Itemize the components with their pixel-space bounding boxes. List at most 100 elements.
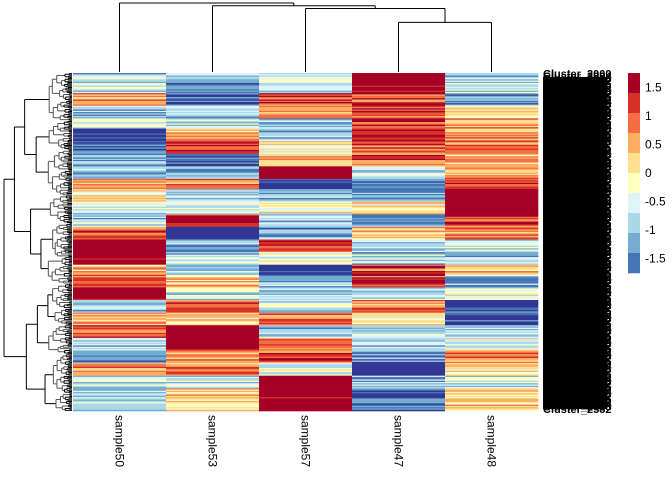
heatmap-cell xyxy=(445,109,539,112)
dendrogram-branch xyxy=(68,269,72,273)
heatmap-cell xyxy=(259,346,353,349)
dendrogram-branch xyxy=(68,370,72,374)
heatmap-cell xyxy=(445,115,539,118)
heatmap-cell xyxy=(166,389,260,392)
heatmap-cell xyxy=(73,360,167,363)
heatmap-cell xyxy=(166,143,260,146)
heatmap-cell xyxy=(73,165,167,167)
dendrogram-branch xyxy=(62,266,72,269)
dendrogram-branch xyxy=(66,181,72,184)
heatmap-cell xyxy=(166,277,260,279)
heatmap-cell xyxy=(259,233,353,235)
heatmap-cell xyxy=(445,334,539,336)
heatmap-cell xyxy=(259,407,353,409)
heatmap-cell xyxy=(352,359,446,361)
heatmap-cell xyxy=(166,274,260,277)
dendrogram-branch xyxy=(64,261,70,266)
heatmap-cell xyxy=(259,214,353,216)
heatmap-cell xyxy=(166,350,260,353)
heatmap-cell xyxy=(352,90,446,93)
heatmap-cell xyxy=(73,162,167,165)
heatmap-cell xyxy=(73,307,167,310)
dendrogram-branch xyxy=(67,358,72,361)
heatmap-cell xyxy=(352,207,446,210)
heatmap-cell xyxy=(73,264,167,267)
heatmap-cell xyxy=(352,206,446,209)
heatmap-cell xyxy=(259,202,353,205)
heatmap-cell xyxy=(445,265,539,268)
heatmap-cell xyxy=(352,383,446,385)
heatmap-cell xyxy=(352,329,446,331)
column-label: sample53 xyxy=(206,415,220,467)
heatmap-cell xyxy=(73,124,167,127)
heatmap-cell xyxy=(259,191,353,194)
heatmap-cell xyxy=(352,254,446,257)
dendrogram-branch xyxy=(66,368,72,371)
heatmap-cell xyxy=(166,197,260,200)
heatmap-cell xyxy=(259,105,353,108)
column-label: sample50 xyxy=(113,415,127,467)
heatmap-cell xyxy=(352,223,446,225)
heatmap-cell xyxy=(445,371,539,374)
heatmap-cell xyxy=(445,260,539,263)
heatmap-cell xyxy=(445,339,539,341)
heatmap-cell xyxy=(166,176,260,178)
dendrogram-branch xyxy=(67,312,72,316)
dendrogram-branch xyxy=(68,167,72,170)
heatmap-cell xyxy=(445,264,539,267)
heatmap-cell xyxy=(259,255,353,258)
heatmap-cell xyxy=(166,83,260,85)
heatmap-cell xyxy=(73,292,167,295)
heatmap-cell xyxy=(73,171,167,173)
heatmap-cell xyxy=(259,305,353,307)
heatmap-cell xyxy=(259,336,353,339)
dendrogram-branch xyxy=(67,398,72,401)
heatmap-cell xyxy=(166,398,260,400)
heatmap-cell xyxy=(352,153,446,156)
heatmap-cell xyxy=(352,221,446,224)
heatmap-cell xyxy=(445,292,539,295)
dendrogram-branch xyxy=(68,272,72,275)
dendrogram-branch xyxy=(67,158,72,162)
heatmap-cell xyxy=(352,114,446,117)
heatmap-cell xyxy=(73,389,167,392)
heatmap-cell xyxy=(73,336,167,339)
heatmap-cell xyxy=(352,86,446,89)
heatmap-cell xyxy=(259,172,353,175)
dendrogram-branch xyxy=(63,114,69,118)
heatmap-cell xyxy=(445,269,539,272)
dendrogram-branch xyxy=(68,263,72,266)
heatmap-cell xyxy=(445,349,539,351)
heatmap-cell xyxy=(445,125,539,128)
heatmap-cell xyxy=(166,239,260,242)
legend-swatch xyxy=(628,113,640,134)
heatmap-cell xyxy=(352,131,446,133)
heatmap-cell xyxy=(445,301,539,303)
dendrogram-branch xyxy=(52,288,59,302)
heatmap-cell xyxy=(73,147,167,149)
heatmap-cell xyxy=(73,206,167,209)
heatmap-cell xyxy=(445,272,539,274)
heatmap-cell xyxy=(73,297,167,300)
heatmap-cell xyxy=(166,160,260,162)
dendrogram-branch xyxy=(67,214,72,217)
heatmap-cell xyxy=(166,139,260,142)
heatmap-cell xyxy=(166,329,260,331)
heatmap-cell xyxy=(166,181,260,184)
heatmap-cell xyxy=(445,369,539,371)
heatmap-cell xyxy=(445,240,539,243)
heatmap-cell xyxy=(166,209,260,211)
dendrogram-branch xyxy=(69,395,72,399)
heatmap-cell xyxy=(259,88,353,90)
heatmap-cell xyxy=(352,120,446,123)
heatmap-cell xyxy=(166,331,260,334)
heatmap-cell xyxy=(166,408,260,411)
heatmap-cell xyxy=(352,151,446,153)
heatmap-cell xyxy=(445,312,539,315)
heatmap-cell xyxy=(445,375,539,378)
heatmap-cell xyxy=(352,355,446,358)
dendrogram-branch xyxy=(58,278,68,283)
heatmap-cell xyxy=(352,384,446,387)
heatmap-cell xyxy=(352,364,446,366)
dendrogram-branch xyxy=(64,332,72,336)
